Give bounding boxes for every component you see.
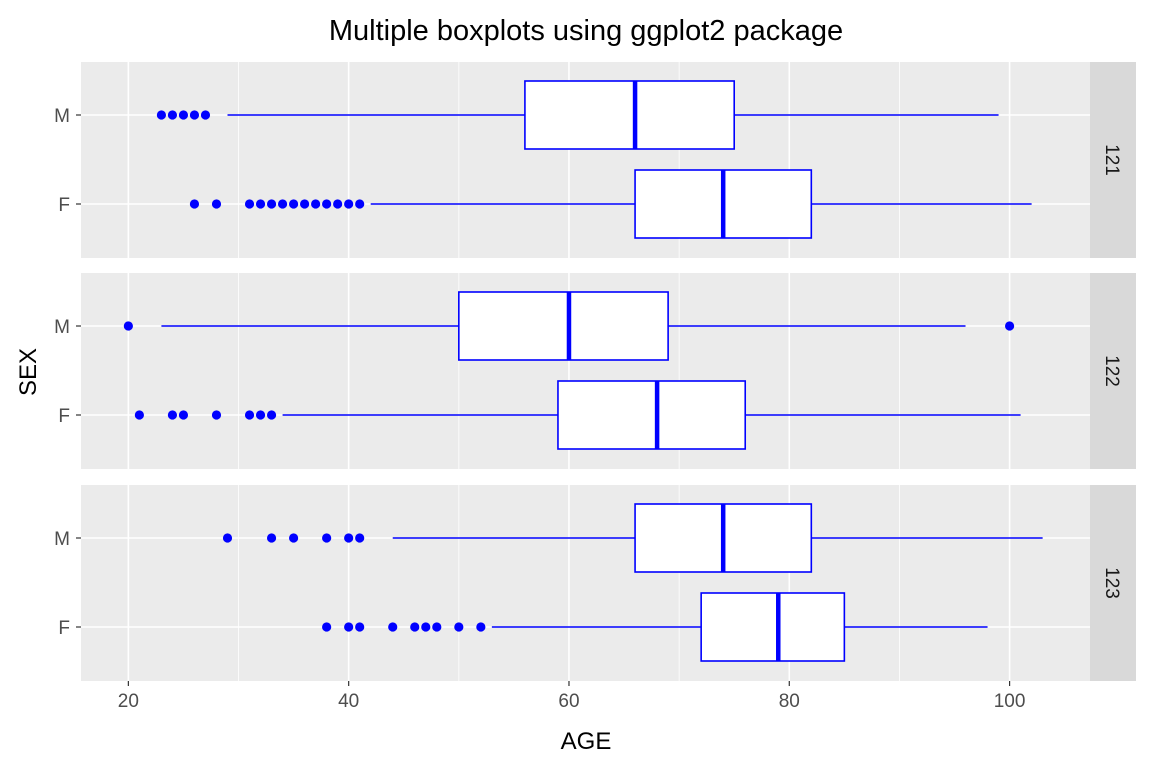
facet-panel-123: 123 M F [54,485,1136,681]
boxplot-123-F: F [58,592,988,662]
outlier-point [322,622,332,632]
x-tick-label: 60 [558,691,579,712]
outlier-point [322,533,332,543]
outlier-point [255,410,266,420]
outlier-point [156,110,167,120]
x-axis: 20 40 60 80 100 [118,681,1026,712]
outlier-point [244,410,255,420]
outlier-point [266,199,277,209]
x-tick-label: 100 [994,691,1026,712]
y-tick-label: F [58,406,70,427]
x-tick-label: 20 [118,691,139,712]
outlier-point [311,199,321,209]
iqr-box [524,80,736,150]
boxplot-122-F: F [58,380,1021,450]
facet-panels: 121 M F 122 M F 123 M F [54,62,1136,681]
panel-background [81,485,1090,681]
outlier-point [355,622,365,632]
outlier-point [123,321,133,331]
outlier-point [200,110,211,120]
outlier-point [178,410,189,420]
outlier-point [288,533,299,543]
iqr-box [700,592,846,662]
chart-title: Multiple boxplots using ggplot2 package [329,15,843,47]
outlier-point [189,110,200,120]
x-tick-label: 80 [779,691,800,712]
outlier-point [167,410,178,420]
outlier-point [355,199,365,209]
outlier-point [178,110,189,120]
outlier-point [189,199,200,209]
outlier-point [432,622,442,632]
outlier-point [388,622,398,632]
outlier-point [344,622,354,632]
outlier-point [322,199,332,209]
outlier-point [344,533,354,543]
outlier-point [476,622,486,632]
outlier-point [266,533,277,543]
iqr-box [557,380,747,450]
boxplot-122-M: M [54,291,1015,361]
facet-panel-122: 122 M F [54,273,1136,469]
facet-strip [1090,62,1136,258]
outlier-point [255,199,266,209]
boxplot-121-M: M [54,80,999,150]
outlier-point [410,622,420,632]
outlier-point [211,410,222,420]
outlier-point [1004,321,1015,331]
outlier-point [300,199,310,209]
outlier-point [333,199,343,209]
facet-panel-121: 121 M F [54,62,1136,258]
boxplot-123-M: M [54,503,1043,573]
outlier-point [211,199,222,209]
facet-strip-label: 123 [1101,567,1122,599]
y-tick-label: F [58,618,70,639]
x-tick-label: 40 [338,691,359,712]
outlier-point [277,199,288,209]
iqr-box [458,291,669,361]
facet-strip-label: 122 [1101,355,1122,387]
outlier-point [421,622,431,632]
y-tick-label: M [54,317,70,338]
y-axis-title: SEX [15,348,42,396]
outlier-point [167,110,178,120]
facet-strip [1090,273,1136,469]
x-axis-title: AGE [561,728,612,755]
facet-strip-label: 121 [1101,144,1122,176]
outlier-point [454,622,464,632]
outlier-point [244,199,255,209]
outlier-point [355,533,365,543]
facet-strip [1090,485,1136,681]
outlier-point [288,199,299,209]
outlier-point [134,410,144,420]
y-tick-label: F [58,195,70,216]
y-tick-label: M [54,106,70,127]
y-tick-label: M [54,529,70,550]
outlier-point [344,199,354,209]
outlier-point [222,533,233,543]
boxplot-121-F: F [58,169,1032,239]
outlier-point [266,410,277,420]
